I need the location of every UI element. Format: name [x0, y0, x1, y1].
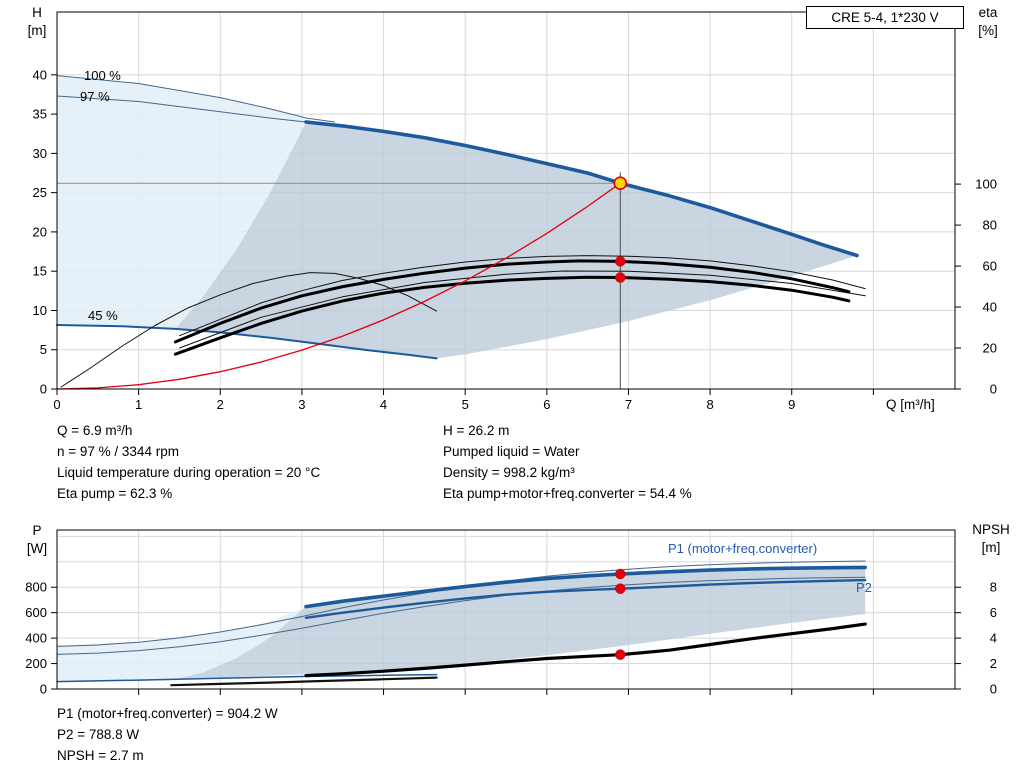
- operating-range-light: [57, 75, 306, 329]
- y-tick-label: 5: [40, 342, 47, 357]
- y2-tick-label: 100: [975, 177, 997, 192]
- y-tick-label: 30: [33, 146, 47, 161]
- info-line-npsh: NPSH = 2.7 m: [57, 748, 144, 763]
- duty-info-right: H = 26.2 m Pumped liquid = Water Density…: [443, 420, 692, 504]
- eta-total-curve-100: [179, 270, 866, 349]
- y2-axis-title-eta-unit: [%]: [978, 23, 998, 38]
- power-range-light: [57, 606, 306, 682]
- y-tick-label: 15: [33, 264, 47, 279]
- x-tick-label: 9: [788, 397, 795, 412]
- pump-curve-100-thin: [56, 75, 336, 123]
- y2-tick-label: 40: [983, 300, 997, 315]
- eta-total-point: [615, 272, 626, 283]
- y-tick-label: 35: [33, 107, 47, 122]
- y2-tick-label: 20: [983, 341, 997, 356]
- y2-tick-label: 60: [983, 259, 997, 274]
- eta-pump-curve-100: [179, 255, 866, 337]
- npsh-curve-min-speed: [170, 676, 438, 687]
- eta-total-curve-97: [173, 275, 851, 356]
- y2-axis-title-npsh: NPSH: [972, 522, 1010, 537]
- power-info: P1 (motor+freq.converter) = 904.2 W P2 =…: [57, 703, 278, 766]
- pump-curve-min-speed: [56, 324, 438, 360]
- p-curve-min-speed: [56, 673, 438, 683]
- info-line-eta-pump: Eta pump = 62.3 %: [57, 486, 173, 501]
- y-tick-label: 800: [25, 580, 47, 595]
- p2-curve-label: P2: [856, 580, 872, 595]
- info-line-liquid: Pumped liquid = Water: [443, 444, 580, 459]
- y-axis-title-h: H: [32, 5, 42, 20]
- pump-curve-97: [304, 120, 859, 258]
- x-axis-title-q: Q [m³/h]: [886, 397, 935, 412]
- y2-tick-label: 0: [990, 382, 997, 397]
- x-tick-label: 1: [135, 397, 142, 412]
- x-tick-label: 0: [53, 397, 60, 412]
- y2-axis-title-eta: eta: [979, 5, 998, 20]
- eta-pump-point: [615, 256, 626, 267]
- x-tick-label: 7: [625, 397, 632, 412]
- y2-tick-label: 80: [983, 218, 997, 233]
- y-axis-title-p: P: [32, 523, 41, 538]
- y-tick-label: 200: [25, 656, 47, 671]
- info-line-head: H = 26.2 m: [443, 423, 510, 438]
- p2-curve-97: [304, 578, 867, 619]
- x-tick-label: 8: [706, 397, 713, 412]
- info-line-speed: n = 97 % / 3344 rpm: [57, 444, 179, 459]
- y2-axis-title-npsh-unit: [m]: [982, 540, 1001, 555]
- plot-border: [56, 529, 956, 690]
- y2-tick-label: 2: [990, 656, 997, 671]
- y-tick-label: 40: [33, 67, 47, 82]
- y-tick-label: 10: [33, 303, 47, 318]
- p1-point: [615, 568, 626, 580]
- pump-model-badge: CRE 5-4, 1*230 V: [806, 6, 964, 29]
- x-tick-label: 2: [217, 397, 224, 412]
- y-axis-title-h-unit: [m]: [28, 23, 47, 38]
- y2-tick-label: 4: [990, 631, 997, 646]
- system-curve: [56, 182, 621, 390]
- plot-border: [56, 11, 956, 390]
- x-tick-label: 4: [380, 397, 387, 412]
- info-line-flow: Q = 6.9 m³/h: [57, 423, 133, 438]
- p2-curve-100-thin: [56, 576, 866, 655]
- eta-curve-min-speed: [60, 272, 438, 388]
- y-tick-label: 600: [25, 605, 47, 620]
- duty-info-left: Q = 6.9 m³/h n = 97 % / 3344 rpm Liquid …: [57, 420, 320, 504]
- info-line-p2: P2 = 788.8 W: [57, 727, 140, 742]
- p2-point: [615, 583, 626, 594]
- info-line-density: Density = 998.2 kg/m³: [443, 465, 575, 480]
- eta-pump-curve-97: [173, 259, 851, 344]
- p1-curve-label: P1 (motor+freq.converter): [668, 541, 817, 556]
- y2-tick-label: 6: [990, 605, 997, 620]
- y-tick-label: 20: [33, 224, 47, 239]
- y-tick-label: 0: [40, 682, 47, 697]
- y-tick-label: 400: [25, 631, 47, 646]
- y2-tick-label: 8: [990, 580, 997, 595]
- npsh-point: [615, 649, 626, 660]
- x-tick-label: 5: [462, 397, 469, 412]
- p1-curve-97: [304, 565, 868, 609]
- label-speed-45pct: 45 %: [88, 308, 118, 323]
- label-speed-97pct: 97 %: [80, 89, 110, 104]
- info-line-temperature: Liquid temperature during operation = 20…: [57, 465, 321, 480]
- y-axis-title-p-unit: [W]: [27, 541, 47, 556]
- x-tick-label: 3: [298, 397, 305, 412]
- label-speed-100pct: 100 %: [84, 68, 121, 83]
- y-tick-label: 25: [33, 185, 47, 200]
- y2-tick-label: 0: [990, 682, 997, 697]
- info-line-p1: P1 (motor+freq.converter) = 904.2 W: [57, 706, 278, 721]
- info-line-eta-total: Eta pump+motor+freq.converter = 54.4 %: [443, 486, 692, 501]
- pump-curve-97-thin: [56, 95, 307, 123]
- npsh-curve: [304, 622, 867, 678]
- duty-point[interactable]: [613, 176, 628, 191]
- x-tick-label: 6: [543, 397, 550, 412]
- y-tick-label: 0: [40, 382, 47, 397]
- power-envelope: [171, 567, 866, 681]
